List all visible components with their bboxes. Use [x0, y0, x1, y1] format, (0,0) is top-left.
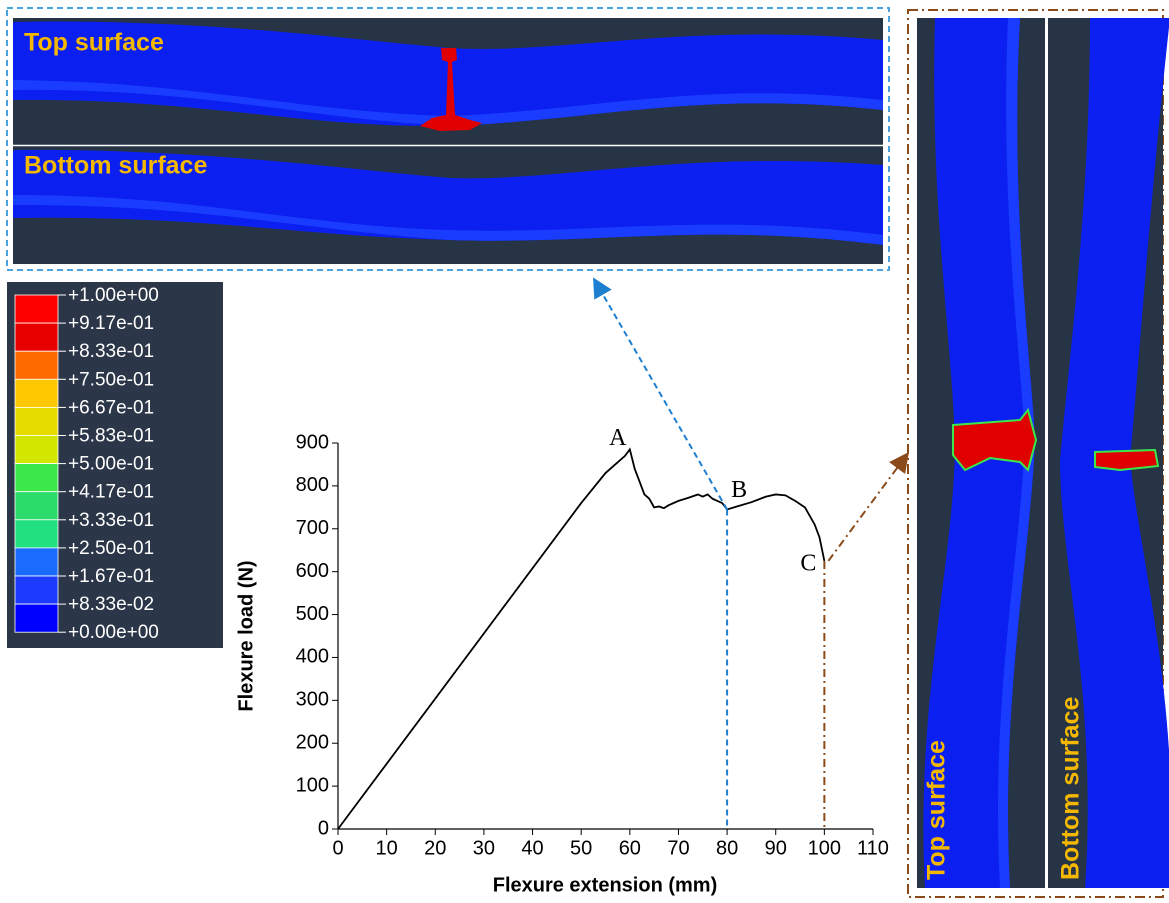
legend-label: +7.50e-01	[68, 369, 154, 390]
x-tick-label: 30	[473, 837, 495, 859]
legend-swatch	[15, 492, 58, 520]
x-tick-label: 0	[332, 837, 343, 859]
legend-swatch	[15, 436, 58, 464]
x-tick-label: 40	[521, 837, 543, 859]
leader-arrow	[828, 460, 903, 561]
legend-label: +8.33e-02	[68, 594, 154, 615]
x-tick-label: 20	[424, 837, 446, 859]
horizontal-panel: Top surface Bottom surface	[7, 8, 889, 270]
legend-label: +4.17e-01	[68, 482, 154, 503]
y-axis-title: Flexure load (N)	[235, 560, 257, 711]
legend-label: +1.00e+00	[68, 285, 159, 306]
legend-swatch	[15, 295, 58, 323]
figure: Top surface Bottom surface Top surface B…	[0, 0, 1169, 903]
y-tick-label: 800	[296, 474, 329, 496]
x-axis-title: Flexure extension (mm)	[493, 874, 718, 896]
legend-swatch	[15, 379, 58, 407]
y-tick-label: 100	[296, 774, 329, 796]
panel-label: Top surface	[923, 740, 951, 880]
legend-swatch	[15, 464, 58, 492]
y-tick-label: 400	[296, 646, 329, 668]
legend-swatch	[15, 520, 58, 548]
y-tick-label: 900	[296, 431, 329, 453]
legend-label: +9.17e-01	[68, 313, 154, 334]
legend-swatch	[15, 604, 58, 632]
panel-label: Top surface	[24, 29, 164, 57]
x-tick-label: 10	[376, 837, 398, 859]
vertical-panel: Top surface Bottom surface	[908, 10, 1169, 897]
y-tick-label: 200	[296, 732, 329, 754]
legend-label: +5.83e-01	[68, 426, 154, 447]
y-tick-label: 600	[296, 560, 329, 582]
x-tick-label: 60	[619, 837, 641, 859]
x-tick-label: 100	[808, 837, 841, 859]
legend-swatch	[15, 351, 58, 379]
x-tick-label: 110	[857, 837, 889, 859]
chart: Flexure extension (mm) Flexure load (N) …	[235, 286, 903, 896]
annotation: A	[609, 425, 627, 451]
y-tick-label: 0	[318, 817, 329, 839]
x-tick-label: 90	[765, 837, 787, 859]
legend-label: +3.33e-01	[68, 510, 154, 531]
x-tick-label: 50	[570, 837, 592, 859]
y-tick-label: 700	[296, 517, 329, 539]
legend-swatch	[15, 407, 58, 435]
legend-swatch	[15, 548, 58, 576]
y-tick-label: 500	[296, 603, 329, 625]
legend-label: +2.50e-01	[68, 538, 154, 559]
x-tick-label: 80	[716, 837, 738, 859]
legend-label: +0.00e+00	[68, 622, 159, 643]
contour-legend: +1.00e+00 +9.17e-01 +8.33e-01 +7.50e-01 +6.6…	[7, 282, 223, 648]
panel-label: Bottom surface	[1057, 697, 1085, 880]
x-tick-label: 70	[667, 837, 689, 859]
panel-label: Bottom surface	[24, 152, 207, 180]
data-line	[338, 449, 824, 829]
legend-swatch	[15, 576, 58, 604]
y-tick-label: 300	[296, 689, 329, 711]
legend-label: +8.33e-01	[68, 341, 154, 362]
legend-label: +6.67e-01	[68, 397, 154, 418]
legend-swatch	[15, 323, 58, 351]
annotation: C	[800, 550, 816, 576]
legend-label: +5.00e-01	[68, 454, 154, 475]
legend-label: +1.67e-01	[68, 566, 154, 587]
leader-arrow	[598, 286, 727, 509]
annotation: B	[731, 477, 747, 503]
